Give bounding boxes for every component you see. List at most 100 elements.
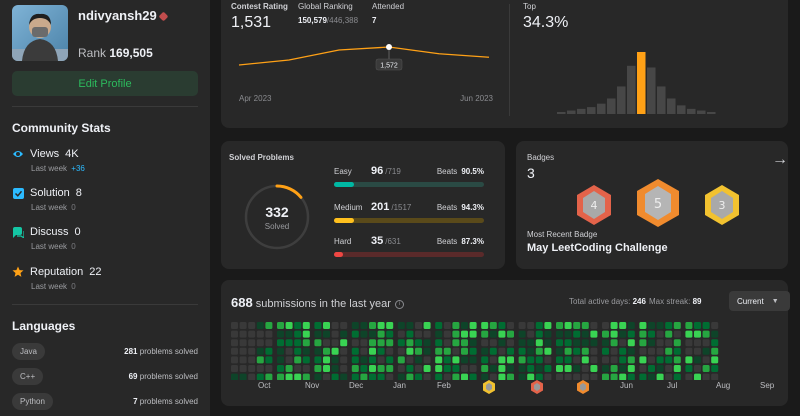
heatmap-cell bbox=[256, 373, 264, 380]
heatmap-cell bbox=[406, 322, 414, 329]
heatmap-cell bbox=[656, 330, 664, 338]
rating-line-chart[interactable]: 1,572 Apr 2023 Jun 2023 bbox=[231, 36, 501, 106]
language-tag[interactable]: Java bbox=[12, 343, 45, 360]
heatmap-cell bbox=[544, 373, 552, 380]
heatmap-cell bbox=[314, 330, 322, 338]
heatmap-cell bbox=[323, 365, 330, 372]
stat-views: Views 4K Last week +36 bbox=[12, 148, 202, 173]
heatmap-cell bbox=[369, 347, 376, 355]
badge-marker-icon[interactable] bbox=[576, 379, 590, 395]
heatmap-cell bbox=[619, 356, 627, 364]
heatmap-cell bbox=[619, 330, 627, 338]
heatmap-cell bbox=[498, 330, 506, 338]
heatmap-cell bbox=[648, 356, 655, 364]
edit-profile-button[interactable]: Edit Profile bbox=[12, 71, 198, 96]
heatmap-cell bbox=[581, 347, 589, 355]
heatmap-cell bbox=[702, 356, 710, 364]
badge-marker-icon[interactable] bbox=[530, 379, 544, 395]
heatmap-cell bbox=[507, 339, 514, 347]
badge-icon[interactable]: 3 bbox=[702, 183, 742, 227]
heatmap-cell bbox=[535, 356, 543, 364]
heatmap-cell bbox=[314, 373, 322, 380]
histogram-bar bbox=[607, 98, 616, 114]
heatmap-cell bbox=[489, 347, 497, 355]
contest-rating-label: Contest Rating bbox=[231, 2, 288, 11]
heatmap-cell bbox=[277, 373, 284, 380]
heatmap-cell bbox=[265, 365, 273, 372]
recent-badge-name: May LeetCoding Challenge bbox=[527, 242, 668, 254]
check-square-icon bbox=[12, 187, 24, 199]
heatmap-cell bbox=[340, 347, 348, 355]
heatmap-cell bbox=[527, 347, 535, 355]
heatmap-cell bbox=[397, 347, 405, 355]
heatmap-cell bbox=[518, 373, 526, 380]
heatmap-cell bbox=[590, 330, 598, 338]
heatmap-cell bbox=[639, 347, 647, 355]
heatmap-cell bbox=[277, 347, 284, 355]
heatmap-cell bbox=[518, 365, 526, 372]
heatmap-cell bbox=[265, 356, 273, 364]
heatmap-cell bbox=[302, 339, 310, 347]
language-tag[interactable]: C++ bbox=[12, 368, 44, 385]
histogram-bar bbox=[587, 107, 596, 114]
heatmap-cell bbox=[610, 356, 618, 364]
info-icon[interactable]: i bbox=[394, 299, 404, 309]
heatmap-cell bbox=[481, 347, 489, 355]
month-label: Jan bbox=[393, 381, 406, 390]
heatmap-cell bbox=[535, 347, 543, 355]
badge-icon[interactable]: 5 bbox=[634, 177, 682, 229]
heatmap-cell bbox=[435, 322, 443, 329]
heatmap-cell bbox=[685, 330, 693, 338]
month-label: Dec bbox=[349, 381, 364, 390]
contest-rating-value: 1,531 bbox=[231, 14, 272, 31]
heatmap-cell bbox=[406, 373, 414, 380]
rating-distribution-chart[interactable] bbox=[553, 44, 743, 116]
heatmap-cell bbox=[665, 356, 673, 364]
heatmap-cell bbox=[648, 339, 655, 347]
heatmap-cell bbox=[535, 373, 543, 380]
heatmap-cell bbox=[386, 365, 394, 372]
active-days: Total active days: 246 bbox=[569, 297, 646, 306]
heatmap-cell bbox=[369, 365, 376, 372]
language-tag[interactable]: Python bbox=[12, 393, 53, 410]
heatmap-cell bbox=[602, 339, 609, 347]
heatmap-cell bbox=[423, 356, 431, 364]
submission-heatmap[interactable] bbox=[231, 322, 787, 380]
heatmap-cell bbox=[656, 322, 664, 329]
year-select[interactable]: Current ▼ bbox=[729, 291, 790, 311]
heatmap-cell bbox=[323, 322, 330, 329]
histogram-bar bbox=[667, 98, 676, 114]
heatmap-cell bbox=[564, 373, 572, 380]
heatmap-cell bbox=[294, 330, 302, 338]
heatmap-cell bbox=[340, 322, 348, 329]
heatmap-cell bbox=[314, 365, 322, 372]
heatmap-cell bbox=[581, 356, 589, 364]
heatmap-cell bbox=[239, 322, 247, 329]
x-tick-label: Apr 2023 bbox=[239, 94, 272, 103]
heatmap-cell bbox=[685, 322, 693, 329]
arrow-right-icon[interactable]: → bbox=[772, 151, 788, 168]
badge-icon[interactable]: 4 bbox=[574, 183, 614, 227]
heatmap-cell bbox=[469, 373, 477, 380]
heatmap-cell bbox=[581, 339, 589, 347]
heatmap-cell bbox=[452, 365, 460, 372]
solved-label: Solved bbox=[264, 221, 290, 231]
heatmap-cell bbox=[406, 347, 414, 355]
badge-marker-icon[interactable] bbox=[482, 379, 496, 395]
heatmap-cell bbox=[507, 322, 514, 329]
heatmap-cell bbox=[461, 330, 468, 338]
profile-sidebar: ndivyansh29 Rank 169,505 Edit Profile Co… bbox=[0, 0, 210, 416]
heatmap-cell bbox=[277, 330, 284, 338]
heatmap-cell bbox=[656, 356, 664, 364]
heatmap-cell bbox=[535, 330, 543, 338]
heatmap-cell bbox=[498, 339, 506, 347]
heatmap-cell bbox=[564, 356, 572, 364]
heatmap-cell bbox=[314, 339, 322, 347]
heatmap-cell bbox=[507, 330, 514, 338]
heatmap-cell bbox=[489, 373, 497, 380]
avatar[interactable] bbox=[12, 5, 68, 61]
heatmap-cell bbox=[406, 365, 414, 372]
histogram-bar bbox=[687, 108, 696, 114]
heatmap-cell bbox=[610, 373, 618, 380]
stat-solution: Solution 8 Last week 0 bbox=[12, 187, 202, 212]
